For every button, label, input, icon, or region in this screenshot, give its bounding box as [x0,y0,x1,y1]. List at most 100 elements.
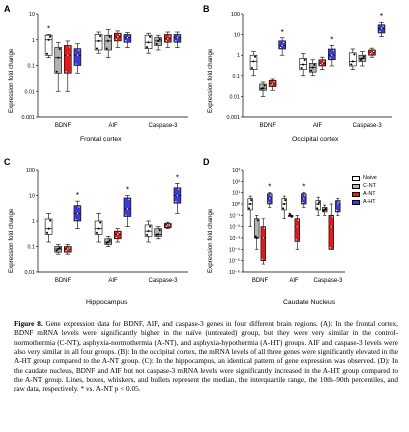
legend: Naive C-NT A-NT A-HT [352,174,408,206]
legend-swatch [352,199,360,205]
data-point [99,221,102,224]
data-point [279,46,282,49]
box [73,48,82,66]
box [328,215,334,250]
data-point [321,62,324,65]
data-point [302,197,305,200]
data-point [329,246,332,249]
y-tick-label: 0.1 [28,64,36,70]
data-point [329,57,332,60]
x-tick-label: Caspase-3 [353,123,383,129]
data-point [47,227,50,230]
legend-label: A-HT [363,199,376,205]
data-point [281,44,284,47]
legend-label: C-NT [363,183,376,189]
y-tick-label: 1 [32,38,35,44]
y-tick-label: 10⁻³ [229,236,240,242]
data-point [263,227,266,230]
box [64,45,72,74]
data-point [282,41,285,44]
data-point [47,38,50,41]
data-point [317,202,320,206]
panel-b: B Expression fold change Occipital corte… [200,0,409,155]
data-point [108,239,111,242]
data-point [147,230,150,233]
data-point [174,200,177,203]
data-point [318,201,321,204]
data-point [127,198,130,201]
x-tick-label: BDNF [260,123,277,129]
data-point [124,39,127,42]
data-point [313,63,316,66]
x-tick-label: AIF [289,278,299,284]
data-point [165,225,168,228]
data-point [295,238,298,241]
data-point [74,218,77,221]
x-tick-label: Caspase-3 [148,278,178,284]
y-tick-label: 10⁻¹ [229,213,240,219]
panel-d: D Expression fold change Caudate Nucleus [200,155,350,315]
data-point [311,66,314,69]
data-point [96,231,99,234]
panel-title: Hippocampus [86,299,128,306]
box [94,34,103,51]
data-point [290,215,293,218]
box [335,200,341,213]
data-point [301,201,304,204]
panel-letter: C [4,157,11,167]
data-point [58,246,61,250]
y-tick-label: 10⁰ [232,202,240,208]
data-point [149,35,152,38]
panel-title: Caudate Nucleus [283,299,336,306]
data-point [253,55,257,58]
data-point [283,202,286,206]
data-point [270,84,273,87]
box [44,218,53,235]
data-point [372,50,375,53]
y-tick-label: 10 [29,12,35,18]
data-point [108,35,111,38]
data-point [310,69,313,72]
chart-d: 10⁻⁶ 10⁻⁵ 10⁻⁴ 10⁻³ 10⁻² 10⁻¹ 10⁰ 10¹ 10² 10³ BDNF… [229,168,345,284]
data-point [248,207,251,210]
data-point [350,63,353,66]
data-point [166,37,169,40]
x-tick-label: Caspase-3 [148,123,178,129]
data-point [337,201,340,204]
data-point [97,227,100,230]
y-tick-label: 0.1 [28,245,36,251]
data-point [46,52,49,55]
data-point [256,219,259,222]
data-point [322,60,325,63]
data-point [288,212,291,215]
data-point [68,246,71,250]
data-point [263,84,266,87]
x-tick-label: BDNF [55,123,72,129]
data-point [324,207,327,210]
data-point [118,231,121,234]
box [254,218,260,239]
legend-label: A-NT [363,191,376,197]
box [260,226,266,261]
data-point [252,60,255,63]
x-tick-label: BDNF [252,278,269,284]
x-tick-label: Caspase-3 [313,278,343,284]
data-point [66,247,69,251]
data-point [158,229,161,232]
y-tick-label: 10⁻² [229,225,240,231]
figure-caption: Figure 8. Gene expression data for BDNF,… [14,320,398,395]
x-tick-label: AIF [108,278,118,284]
data-point [157,233,160,236]
data-point [261,258,264,261]
y-tick-label: 10³ [232,168,240,174]
data-point [282,207,285,210]
data-point [49,219,52,222]
box [259,83,267,91]
data-point [57,56,60,59]
y-tick-label: 0.001 [227,115,241,121]
data-point [146,233,149,236]
box [294,218,300,242]
caption-text: Gene expression data for BDNF, AIF, and … [14,320,398,394]
significance-star: * [268,183,271,192]
data-point [105,241,108,245]
